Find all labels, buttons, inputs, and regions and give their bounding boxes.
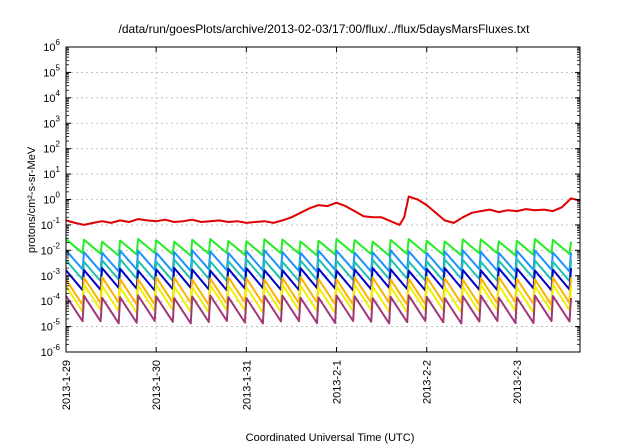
y-tick-label: 104 — [43, 89, 60, 105]
x-tick-label: 2013-1-29 — [61, 360, 73, 410]
y-tick-label: 101 — [43, 165, 60, 181]
y-tick-label: 102 — [43, 140, 60, 156]
series-line-0 — [65, 195, 581, 226]
x-tick-label: 2013-1-30 — [151, 360, 163, 410]
chart-title: /data/run/goesPlots/archive/2013-02-03/1… — [119, 22, 531, 36]
x-axis-label: Coordinated Universal Time (UTC) — [246, 432, 415, 444]
y-tick-label: 103 — [43, 114, 60, 130]
x-tick-label: 2013-2-1 — [332, 360, 344, 404]
y-tick-label: 10-3 — [41, 267, 61, 283]
grid — [65, 46, 580, 353]
x-tick-label: 2013-2-3 — [512, 360, 524, 404]
x-axis-ticks: 2013-1-29 2013-1-30 2013-1-31 2013-2-1 2013-… — [61, 47, 524, 410]
y-tick-label: 10-2 — [41, 241, 61, 257]
series-line-1 — [65, 238, 572, 257]
y-axis-ticks: 10-6 10-5 10-4 10-3 10-2 10-1 100 101 102 103 104 1… — [41, 38, 580, 359]
series-line-7 — [65, 294, 572, 325]
x-tick-label: 2013-1-31 — [241, 360, 253, 410]
x-tick-label: 2013-2-2 — [422, 360, 434, 404]
y-tick-label: 10-5 — [41, 318, 61, 334]
y-tick-label: 100 — [43, 191, 60, 207]
y-tick-label: 10-4 — [41, 292, 61, 308]
y-tick-label: 10-1 — [41, 216, 61, 232]
y-tick-label: 106 — [43, 38, 60, 54]
y-tick-label: 10-6 — [41, 343, 61, 359]
y-axis-label: protons/cm²-s-sr-MeV — [26, 146, 38, 253]
series-group — [65, 195, 581, 325]
y-tick-label: 105 — [43, 63, 60, 79]
